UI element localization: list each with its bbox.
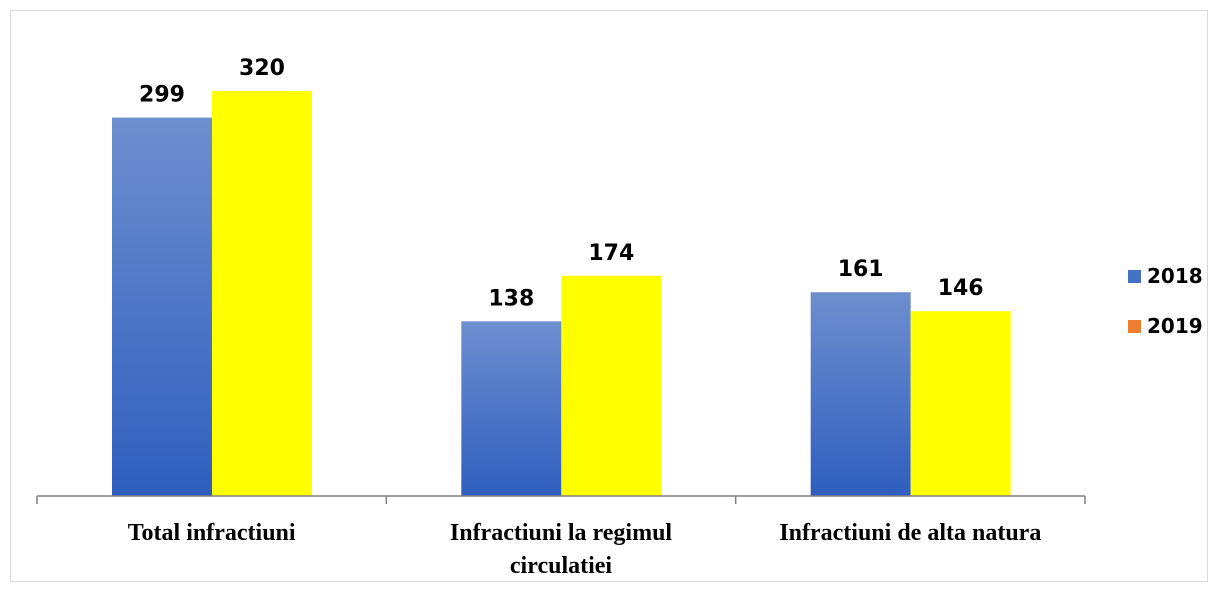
data-label-2019-2: 174 xyxy=(588,241,634,266)
bar-2019-2 xyxy=(561,275,662,496)
category-label-2-line-1: Infractiuni la regimul xyxy=(450,520,673,546)
data-label-2019-1: 320 xyxy=(239,56,285,81)
category-label-2-line-2: circulatiei xyxy=(510,553,613,579)
bar-2018-2 xyxy=(461,321,562,496)
legend-label-2018: 2018 xyxy=(1147,264,1203,288)
legend-swatch-2019 xyxy=(1128,320,1141,333)
bar-2019-1 xyxy=(212,91,312,497)
category-label-3: Infractiuni de alta natura xyxy=(779,520,1041,546)
bar-2018-3 xyxy=(810,292,911,496)
data-label-2018-2: 138 xyxy=(488,286,534,311)
data-label-2019-3: 146 xyxy=(938,276,984,301)
bar-2018-1 xyxy=(112,117,212,496)
bar-2019-3 xyxy=(910,311,1011,496)
legend-swatch-2018 xyxy=(1128,270,1141,283)
data-label-2018-1: 299 xyxy=(139,83,185,108)
legend-label-2019: 2019 xyxy=(1147,314,1203,338)
category-label-1: Total infractiuni xyxy=(128,520,296,546)
data-label-2018-3: 161 xyxy=(838,257,884,282)
